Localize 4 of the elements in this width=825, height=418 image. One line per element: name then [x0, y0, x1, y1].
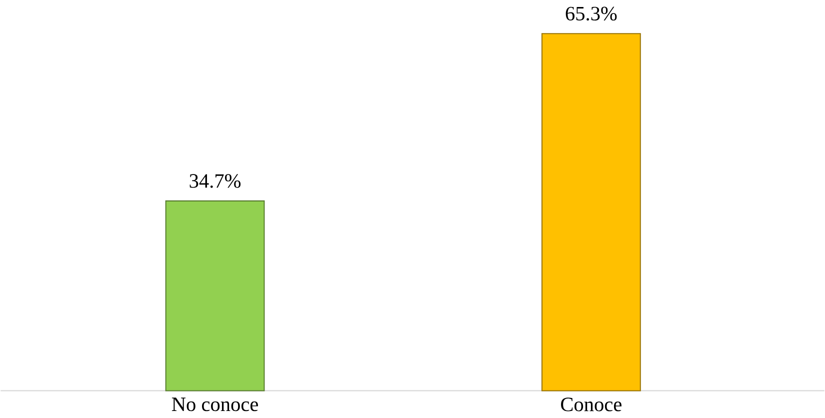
x-tick-label: No conoce: [172, 398, 258, 412]
x-tick-label: Conoce: [561, 398, 622, 412]
data-label: 34.7%: [190, 174, 241, 188]
data-label: 65.3%: [566, 6, 617, 21]
